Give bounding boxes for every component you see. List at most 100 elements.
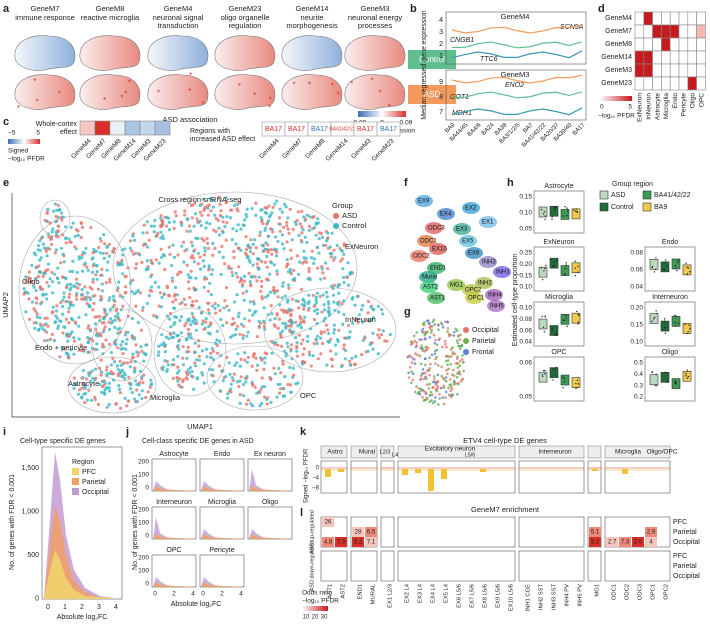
- box-glyph: [549, 325, 559, 336]
- cell-point: [217, 250, 221, 254]
- histogram-shape: [153, 534, 195, 539]
- box-glyph: [549, 205, 559, 217]
- cell-point: [353, 303, 357, 307]
- label: −log₁₀ PFDR: [302, 598, 339, 605]
- point: [656, 312, 658, 315]
- cell-point: [428, 367, 432, 370]
- cell-point: [123, 247, 127, 251]
- cell-point: [181, 378, 185, 382]
- cell-point: [285, 240, 289, 244]
- cell-point: [45, 254, 49, 258]
- cell-point: [91, 280, 95, 284]
- cell-point: [444, 390, 448, 394]
- cluster-blob: [410, 250, 428, 262]
- cell-point: [150, 289, 154, 293]
- cell-point: [353, 362, 357, 366]
- cell-point: [298, 323, 302, 327]
- histogram-shape: [201, 486, 243, 491]
- cell-point: [249, 238, 253, 242]
- cell-point: [260, 279, 264, 283]
- cell-point: [318, 231, 322, 235]
- cell-point: [186, 345, 190, 349]
- cell-point: [227, 264, 231, 268]
- cell-point: [49, 237, 53, 241]
- cell-point: [192, 260, 196, 264]
- point: [651, 371, 653, 374]
- point: [667, 381, 669, 383]
- cell-point: [301, 352, 305, 356]
- cell-point: [291, 366, 295, 370]
- cell-point: [313, 309, 317, 313]
- cell-point: [242, 279, 246, 283]
- cell-point: [254, 201, 258, 205]
- cell-point: [377, 328, 381, 332]
- cell-point: [197, 339, 201, 343]
- histogram-shape: [201, 529, 243, 539]
- box-glyph: [660, 372, 670, 383]
- significance-star: *: [331, 82, 334, 91]
- cell-point: [270, 351, 274, 355]
- label: INH2 SST: [539, 584, 545, 611]
- cell-point: [419, 362, 423, 366]
- significance-star: *: [350, 80, 353, 89]
- cell-point: [172, 306, 176, 310]
- cell-point: [439, 386, 443, 390]
- cell-point: [193, 201, 197, 205]
- point: [664, 332, 667, 334]
- cell-point: [275, 395, 279, 399]
- legend-dot: [463, 327, 469, 333]
- cell-point: [193, 364, 198, 368]
- point: [684, 323, 686, 326]
- cell-point: [99, 358, 103, 362]
- cell-point: [237, 265, 241, 269]
- point: [540, 267, 543, 269]
- point: [687, 330, 689, 333]
- cell-point: [225, 321, 229, 325]
- cell-point: [366, 349, 370, 353]
- label: 0.15: [630, 322, 643, 329]
- cell-point: [379, 333, 384, 337]
- cell-point: [298, 222, 302, 226]
- cell-point: [197, 344, 201, 348]
- label: GeneM3: [605, 67, 632, 74]
- cell-point: [176, 365, 180, 369]
- cell-point: [455, 375, 459, 379]
- cell-point: [58, 355, 62, 359]
- cell-point: [175, 334, 179, 338]
- cell-point: [340, 302, 344, 306]
- cell-point: [300, 231, 304, 235]
- cell-point: [225, 215, 229, 219]
- cell-point: [251, 263, 255, 267]
- cell-point: [324, 323, 328, 327]
- cell-point: [381, 312, 385, 316]
- cell-point: [258, 233, 262, 238]
- cell-point: [197, 305, 201, 309]
- point: [664, 327, 667, 329]
- label: AST1: [328, 584, 334, 599]
- cell-point: [39, 324, 43, 328]
- cell-point: [212, 228, 216, 232]
- heat-cell: [365, 527, 377, 537]
- cell-point: [294, 336, 298, 340]
- point: [664, 261, 666, 264]
- cell-point: [430, 353, 434, 357]
- histogram-shape: [201, 481, 243, 491]
- cell-point: [80, 297, 84, 301]
- plot-frame: [644, 246, 696, 292]
- cell-point: [184, 321, 188, 325]
- label: 100: [138, 520, 149, 527]
- cell-point: [56, 326, 60, 331]
- heat-cell: [696, 63, 706, 78]
- cell-point: [236, 246, 240, 250]
- cell-point: [202, 239, 206, 243]
- cell-point: [251, 404, 255, 408]
- cell-point: [201, 259, 205, 263]
- cell-point: [162, 343, 166, 347]
- cell-point: [53, 251, 57, 255]
- label: Astro: [327, 449, 343, 456]
- cell-point: [159, 216, 163, 220]
- label: 26: [325, 520, 332, 526]
- label: GeneM4: [258, 137, 281, 160]
- point: [543, 270, 545, 272]
- cell-point: [425, 377, 428, 380]
